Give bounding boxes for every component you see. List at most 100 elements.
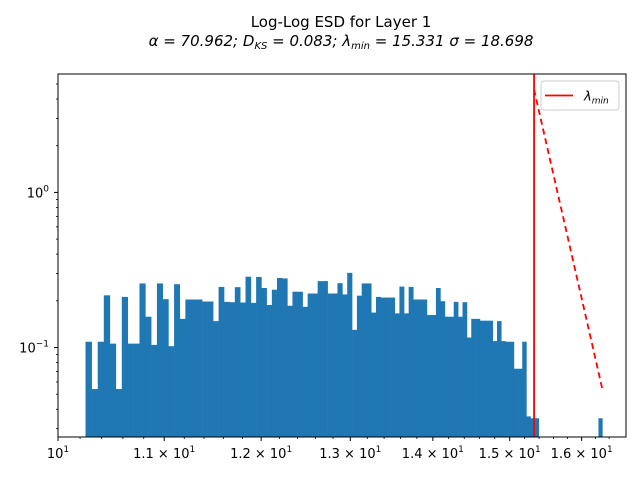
histogram-bar	[449, 316, 455, 437]
x-tick-label: 1.1 × 101	[133, 445, 195, 462]
x-tick-label: 1.5 × 101	[479, 445, 541, 462]
histogram-bar	[404, 313, 409, 437]
x-tick-label: 101	[47, 445, 69, 462]
histogram-bar	[390, 297, 396, 437]
subtitle-lambda-sub: min	[351, 41, 370, 52]
plot-frame	[57, 73, 627, 438]
histogram-bar	[466, 337, 472, 437]
histogram-bar	[530, 418, 535, 437]
histogram-bar	[497, 321, 502, 437]
histogram-bar	[385, 297, 391, 437]
histogram-bar	[277, 277, 283, 437]
histogram-bar	[380, 297, 386, 437]
histogram-bar	[202, 301, 208, 437]
histogram-bar	[266, 305, 273, 437]
histogram-bar	[207, 301, 214, 437]
histogram-bar	[271, 289, 278, 437]
chart-subtitle: α = 70.962; DKS = 0.083; λmin = 15.331 σ…	[149, 32, 534, 52]
histogram-bar	[453, 301, 459, 437]
histogram-bar	[179, 318, 186, 437]
histogram-bar	[509, 341, 515, 437]
subtitle-dks-value: = 0.083;	[267, 32, 342, 50]
histogram-bar	[534, 418, 540, 437]
y-axis: 10−1 100	[19, 83, 58, 430]
legend: λmin	[540, 80, 620, 111]
histogram-bar	[103, 295, 111, 437]
histogram-bar	[458, 316, 463, 437]
histogram-bar	[218, 286, 225, 437]
histogram-bar	[196, 299, 203, 437]
histogram-bar	[479, 320, 485, 437]
histogram-bar	[435, 288, 441, 437]
histogram-bar	[492, 341, 498, 437]
histogram-bar	[375, 296, 382, 437]
histogram-bar	[97, 341, 105, 437]
histogram-bar	[317, 281, 323, 437]
histogram-bar	[526, 416, 531, 437]
histogram-bar	[168, 346, 175, 437]
histogram-bar	[229, 302, 236, 437]
histogram-bar	[422, 299, 428, 437]
chart-title: Log-Log ESD for Layer 1	[251, 13, 432, 31]
histogram-bar	[139, 283, 146, 437]
histogram-bar	[240, 302, 246, 437]
histogram-bar	[292, 291, 298, 437]
subtitle-lambda: λ	[341, 32, 351, 50]
histogram-bar	[518, 368, 523, 437]
histogram-bar	[234, 287, 241, 437]
histogram-bar	[332, 293, 338, 437]
histogram-bar	[475, 318, 481, 437]
histogram-bar	[417, 299, 423, 437]
histogram-bar	[394, 313, 400, 437]
x-tick-label: 1.4 × 101	[402, 445, 464, 462]
histogram-bar	[337, 283, 343, 437]
y-tick-label: 100	[27, 184, 50, 201]
plot-area	[57, 73, 627, 438]
x-tick-label: 1.3 × 101	[319, 445, 381, 462]
histogram-bar	[413, 299, 419, 437]
histogram-bar	[127, 343, 134, 437]
x-tick-label: 1.6 × 101	[551, 445, 613, 462]
histogram-bar	[440, 301, 446, 437]
histogram-bar	[115, 389, 123, 437]
histogram-bar	[426, 315, 432, 437]
histogram-bar	[431, 315, 437, 437]
subtitle-dks-sub: KS	[254, 41, 268, 52]
histogram-bar	[302, 306, 308, 437]
histogram-bar	[151, 344, 158, 437]
histogram-bar	[505, 341, 510, 437]
histogram-bar	[297, 291, 303, 437]
histogram-bar	[213, 321, 219, 437]
x-axis: 101 1.1 × 101 1.2 × 101 1.3 × 101 1.4 × 101 1…	[47, 437, 613, 462]
histogram-bar	[361, 283, 367, 437]
histogram-bar	[162, 299, 169, 437]
histogram-bar	[462, 302, 468, 437]
subtitle-sigma: σ = 18.698	[449, 32, 533, 50]
histogram-bar	[224, 301, 230, 437]
y-tick-label: 10−1	[19, 340, 49, 357]
subtitle-dks: D	[243, 32, 255, 50]
histogram-bar	[347, 272, 353, 437]
histogram-bar	[513, 368, 519, 437]
histogram-bar	[256, 276, 262, 437]
histogram-bar	[522, 341, 527, 437]
histogram-bar	[145, 316, 152, 437]
histogram-bar	[156, 283, 163, 437]
histogram-bar	[287, 305, 293, 437]
histogram-bar	[121, 296, 129, 437]
histogram-bar	[282, 278, 288, 437]
histogram-bar	[488, 320, 494, 437]
histogram-bar	[185, 299, 192, 437]
histogram-bar	[366, 283, 372, 437]
histogram-bar	[444, 316, 450, 437]
histogram-bar	[261, 288, 267, 437]
x-tick-label: 1.2 × 101	[230, 445, 292, 462]
histogram-bar	[327, 293, 333, 437]
histogram-bar	[598, 418, 603, 437]
histogram-bar	[371, 312, 377, 437]
histogram-bar	[174, 284, 181, 437]
power-law-fit-line	[533, 89, 604, 390]
histogram-bar	[484, 320, 489, 437]
histogram-bar	[399, 286, 405, 437]
